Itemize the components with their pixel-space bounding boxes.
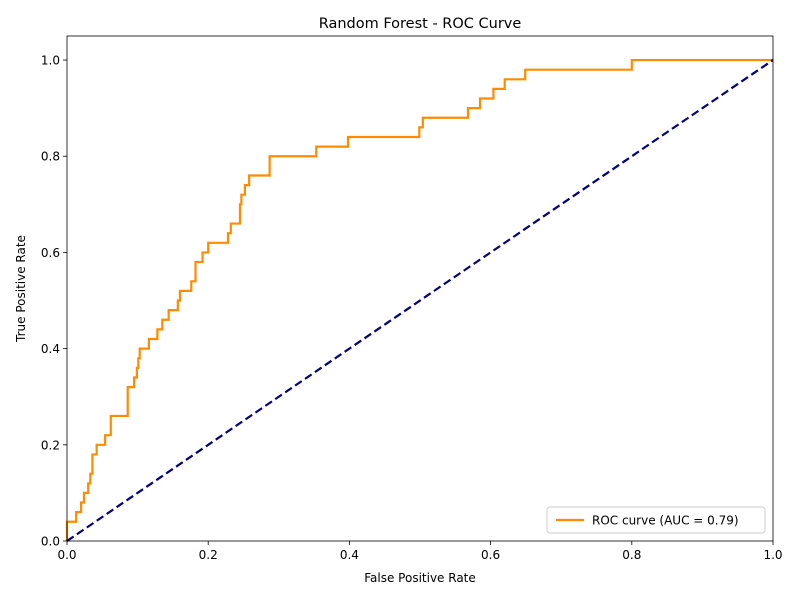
y-tick-label: 0.4 bbox=[41, 342, 60, 356]
x-tick-label: 0.6 bbox=[481, 548, 500, 562]
y-tick-label: 0.2 bbox=[41, 438, 60, 452]
y-tick-label: 0.8 bbox=[41, 150, 60, 164]
x-tick-label: 0.4 bbox=[340, 548, 359, 562]
x-tick-label: 1.0 bbox=[763, 548, 782, 562]
x-tick-label: 0.8 bbox=[622, 548, 641, 562]
plot-frame bbox=[66, 35, 774, 542]
y-tick-label: 0.0 bbox=[41, 535, 60, 549]
chart-title: Random Forest - ROC Curve bbox=[319, 16, 522, 32]
x-tick-label: 0.2 bbox=[199, 548, 218, 562]
series-layer bbox=[65, 58, 774, 542]
y-axis-ticks: 0.0 0.2 0.4 0.6 0.8 1.0 bbox=[41, 54, 67, 549]
chance-diagonal-line bbox=[66, 59, 774, 542]
y-axis-label: True Positive Rate bbox=[14, 235, 28, 343]
roc-curve-line bbox=[65, 58, 773, 541]
y-tick-label: 1.0 bbox=[41, 54, 60, 68]
plot-area bbox=[67, 36, 773, 541]
y-tick-label: 0.6 bbox=[41, 246, 60, 260]
x-axis-ticks: 0.0 0.2 0.4 0.6 0.8 1.0 bbox=[57, 541, 783, 562]
legend-entry: ROC curve (AUC = 0.79) bbox=[592, 514, 739, 528]
legend: ROC curve (AUC = 0.79) bbox=[546, 506, 766, 534]
legend-box bbox=[546, 506, 766, 534]
x-axis-label: False Positive Rate bbox=[364, 571, 476, 585]
x-tick-label: 0.0 bbox=[57, 548, 76, 562]
